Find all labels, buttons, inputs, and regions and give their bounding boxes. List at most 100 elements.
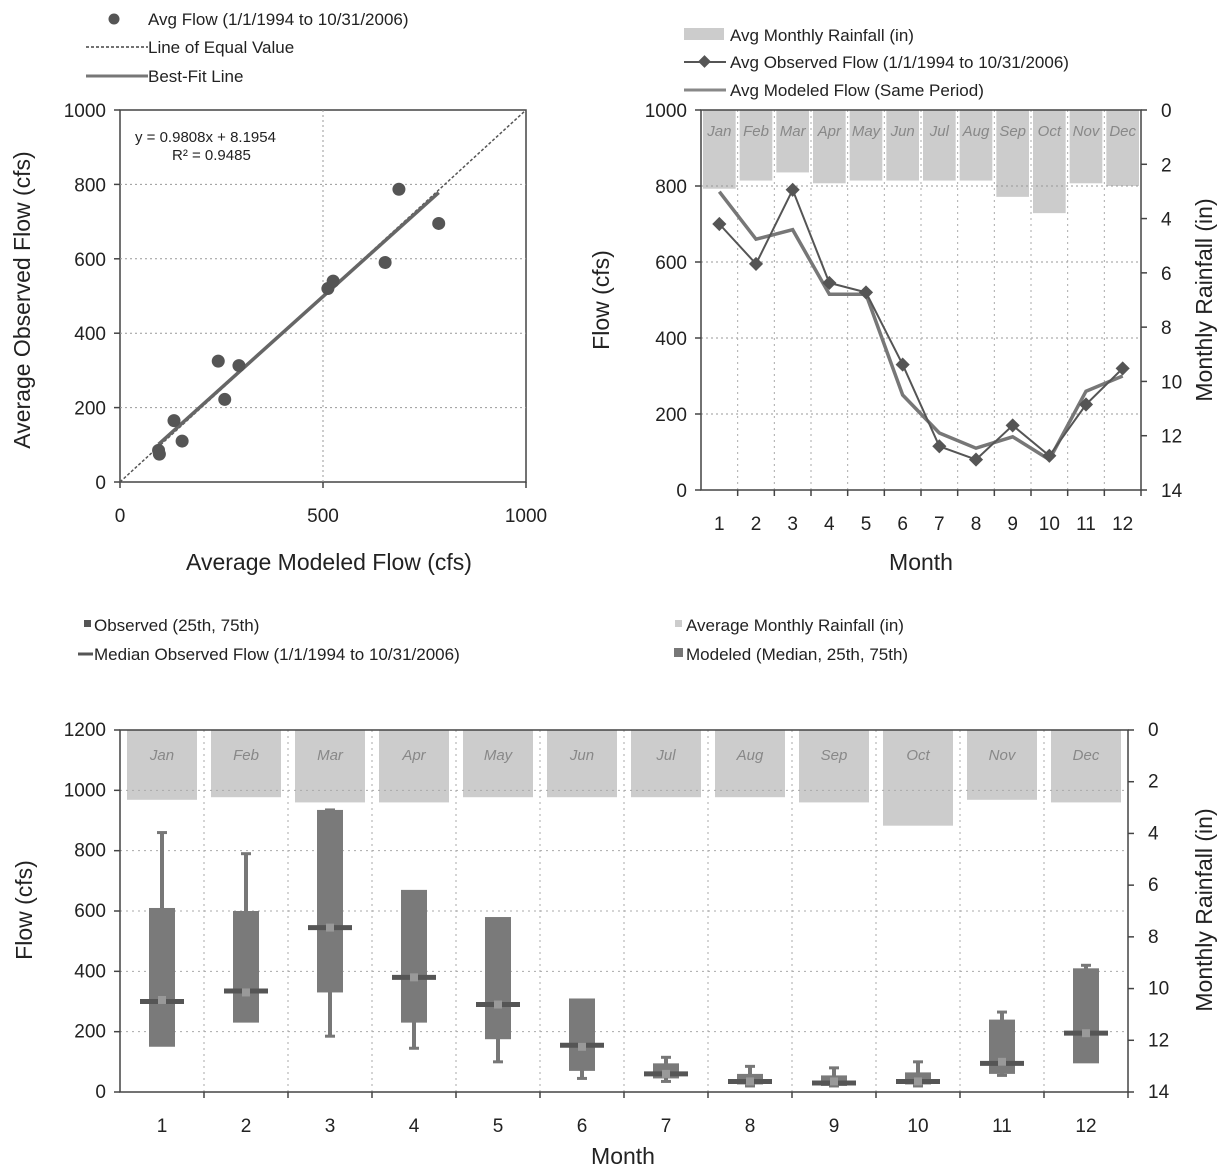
modeled-median-marker xyxy=(326,923,334,932)
legend-label-rainfall: Avg Monthly Rainfall (in) xyxy=(730,26,914,45)
observed-flow-marker xyxy=(932,439,947,454)
line-chart-y2-axis-label: Monthly Rainfall (in) xyxy=(1191,198,1217,401)
rainfall-bar xyxy=(379,730,449,803)
rainfall-month-label: Jul xyxy=(655,747,676,764)
scatter-point xyxy=(232,359,246,373)
legend-label-avg-flow: Avg Flow (1/1/1994 to 10/31/2006) xyxy=(148,10,409,29)
modeled-median-marker xyxy=(830,1077,838,1086)
observed-box xyxy=(1073,968,1099,1064)
rainfall-bar xyxy=(739,110,773,181)
box-chart-x-tick-label: 1 xyxy=(157,1116,168,1137)
scatter-point xyxy=(378,256,392,270)
rainfall-month-label: May xyxy=(852,123,882,140)
box-chart-y-tick-label: 600 xyxy=(74,901,106,922)
line-chart-x-tick-label: 3 xyxy=(787,514,798,535)
line-chart-y-axis-label: Flow (cfs) xyxy=(588,250,614,350)
rainfall-bar xyxy=(1033,110,1066,214)
box-chart-y-tick-label: 0 xyxy=(95,1082,106,1103)
scatter-point xyxy=(392,182,406,196)
modeled-median-marker xyxy=(746,1077,754,1086)
line-chart-y-tick-label: 0 xyxy=(676,481,687,502)
box-chart-y-tick-label: 800 xyxy=(74,841,106,862)
box-chart-grid xyxy=(120,730,1128,1092)
scatter-point xyxy=(211,354,225,368)
legend-marker-modeled-range xyxy=(674,648,683,657)
box-chart-x-tick-label: 2 xyxy=(241,1116,252,1137)
box-chart-y-tick-label: 1000 xyxy=(64,780,106,801)
scatter-y-tick-label: 0 xyxy=(95,473,106,494)
box-chart-y2-axis-label: Monthly Rainfall (in) xyxy=(1191,808,1217,1011)
rainfall-bar xyxy=(883,730,953,826)
scatter-x-axis-label: Average Modeled Flow (cfs) xyxy=(186,549,472,575)
observed-flow-marker xyxy=(968,452,984,467)
line-chart-x-tick-label: 10 xyxy=(1039,514,1060,535)
legend-marker-avg-flow xyxy=(108,13,120,25)
rainfall-bar xyxy=(1106,110,1139,186)
legend-label-median-observed: Median Observed Flow (1/1/1994 to 10/31/… xyxy=(94,645,460,664)
line-chart-y-tick-label: 1000 xyxy=(645,101,687,122)
line-chart-y-tick-label: 200 xyxy=(655,405,687,426)
box-chart-x-tick-label: 6 xyxy=(577,1116,588,1137)
scatter-y-tick-label: 600 xyxy=(74,250,106,271)
rainfall-bar xyxy=(799,730,869,803)
observed-flow-marker xyxy=(895,357,910,372)
best-fit-line xyxy=(157,191,440,446)
box-chart-x-axis-label: Month xyxy=(591,1143,655,1168)
observed-flow-marker xyxy=(1042,448,1057,463)
rainfall-month-label: Aug xyxy=(736,747,764,764)
legend-label-modeled-range: Modeled (Median, 25th, 75th) xyxy=(686,645,908,664)
legend-label-observed: Avg Observed Flow (1/1/1994 to 10/31/200… xyxy=(730,53,1069,72)
observed-box xyxy=(317,809,343,993)
legend-marker-observed-diamond xyxy=(698,55,711,68)
rainfall-month-label: Dec xyxy=(1073,747,1100,764)
line-chart-x-tick-label: 2 xyxy=(751,514,762,535)
box-chart-x-tick-label: 3 xyxy=(325,1116,336,1137)
modeled-median-marker xyxy=(158,995,166,1004)
observed-flow-line xyxy=(718,187,1124,461)
rainfall-month-label: Nov xyxy=(989,747,1017,764)
line-chart-x-tick-label: 7 xyxy=(934,514,945,535)
rainfall-month-label: Feb xyxy=(233,747,259,764)
rainfall-month-label: Feb xyxy=(743,123,769,140)
rainfall-month-label: Oct xyxy=(906,747,930,764)
rainfall-bar xyxy=(631,730,701,798)
line-chart-y2-tick-label: 2 xyxy=(1161,155,1172,176)
box-chart-y2-tick-label: 14 xyxy=(1148,1082,1170,1103)
scatter-point xyxy=(432,216,446,230)
modeled-median-marker xyxy=(662,1069,670,1078)
rainfall-month-label: Apr xyxy=(817,123,842,140)
line-chart-y2-tick-label: 14 xyxy=(1161,481,1183,502)
fit-equation: y = 0.9808x + 8.1954 xyxy=(135,129,276,146)
scatter-y-tick-label: 800 xyxy=(74,175,106,196)
monthly-line-chart: Avg Monthly Rainfall (in) Avg Observed F… xyxy=(588,26,1217,575)
rainfall-bar xyxy=(886,110,919,181)
legend-label-rainfall-3: Average Monthly Rainfall (in) xyxy=(686,616,904,635)
legend-label-modeled: Avg Modeled Flow (Same Period) xyxy=(730,81,984,100)
rainfall-month-label: Dec xyxy=(1109,123,1136,140)
rainfall-bar xyxy=(295,730,365,803)
rainfall-bar xyxy=(1051,730,1121,803)
observed-flow-marker xyxy=(822,275,837,290)
observed-box xyxy=(149,907,175,1047)
scatter-points xyxy=(152,182,446,461)
observed-box xyxy=(569,998,595,1071)
scatter-point xyxy=(326,274,340,288)
line-chart-x-tick-label: 12 xyxy=(1112,514,1133,535)
rainfall-bars: Jan Feb Mar Apr May Jun Jul Aug Sep Oct Nov Dec xyxy=(703,110,1139,214)
rainfall-month-label: Jun xyxy=(890,123,915,140)
flow-series xyxy=(712,182,1130,467)
observed-flow-marker xyxy=(1115,361,1130,376)
legend-label-observed-range: Observed (25th, 75th) xyxy=(94,616,259,635)
rainfall-month-label: Jan xyxy=(706,123,731,140)
box-chart-y-tick-label: 200 xyxy=(74,1022,106,1043)
line-chart-y2-tick-label: 6 xyxy=(1161,264,1172,285)
rainfall-bar xyxy=(996,110,1029,197)
rainfall-bar xyxy=(547,730,617,798)
rainfall-bar xyxy=(463,730,533,798)
rainfall-bar xyxy=(703,110,736,189)
observed-flow-marker xyxy=(785,182,800,197)
line-chart-y2-tick-label: 10 xyxy=(1161,372,1182,393)
monthly-box-chart: Observed (25th, 75th) Median Observed Fl… xyxy=(11,616,1217,1168)
box-chart-x-tick-label: 11 xyxy=(992,1116,1012,1137)
